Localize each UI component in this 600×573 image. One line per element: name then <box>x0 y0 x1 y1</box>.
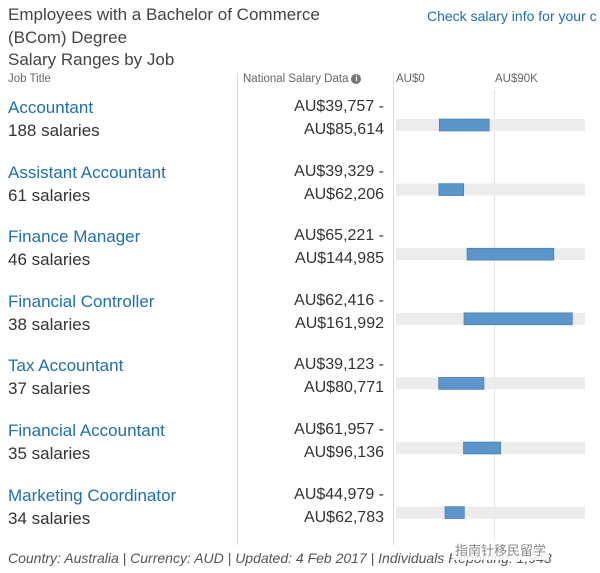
job-title-link[interactable]: Marketing Coordinator <box>8 485 177 505</box>
salary-range-bar[interactable] <box>438 118 490 132</box>
title-line-1: Employees with a Bachelor of Commerce <box>8 5 320 24</box>
salary-count: 37 salaries <box>8 379 91 399</box>
salary-high-label: AU$96,136 <box>303 444 384 461</box>
salary-high-label: AU$144,985 <box>295 250 384 268</box>
job-row: Marketing Coordinator 34 salaries AU$44,97… <box>0 486 600 546</box>
info-icon[interactable]: i <box>351 73 362 84</box>
salary-high-label: AU$85,614 <box>303 121 384 138</box>
bar-track <box>396 377 585 390</box>
title-line-2: (BCom) Degree <box>8 27 128 47</box>
salary-range-bar[interactable] <box>463 312 573 326</box>
salary-low-label: AU$39,757 - <box>294 98 384 115</box>
column-divider <box>393 73 394 545</box>
salary-low-label: AU$65,221 - <box>294 227 384 245</box>
salary-high-label: AU$161,992 <box>295 314 384 332</box>
salary-low-label: AU$39,329 - <box>294 162 384 180</box>
salary-count: 46 salaries <box>8 250 91 270</box>
job-row: Financial Accountant 35 salaries AU$61,957… <box>0 421 600 481</box>
salary-range-bar[interactable] <box>444 506 465 519</box>
job-title-link[interactable]: Financial Controller <box>8 291 155 311</box>
salary-range-bar[interactable] <box>438 183 465 196</box>
column-divider <box>237 73 238 545</box>
salary-range-bar[interactable] <box>463 441 501 455</box>
job-title-link[interactable]: Finance Manager <box>8 227 141 247</box>
x-tick-label: AU$90K <box>495 73 538 85</box>
salary-count: 35 salaries <box>8 444 91 463</box>
salary-high-label: AU$62,206 <box>303 185 384 203</box>
salary-data-header-label: National Salary Data <box>243 73 349 85</box>
job-row: Accountant 188 salaries AU$39,757 - AU$85,6… <box>0 98 600 158</box>
footer-note: Country: Australia | Currency: AUD | Upd… <box>8 550 552 566</box>
salary-low-label: AU$61,957 - <box>294 421 384 438</box>
salary-count: 188 salaries <box>8 121 100 140</box>
job-row: Tax Accountant 37 salaries AU$39,123 - AU$8… <box>0 356 600 416</box>
bar-track <box>396 506 585 519</box>
salary-low-label: AU$39,123 - <box>294 356 384 374</box>
chart-title: Employees with a Bachelor of Commerce (B… <box>8 4 388 72</box>
job-title-link[interactable]: Financial Accountant <box>8 421 165 440</box>
salary-data-column-header: National Salary Data i <box>243 73 362 85</box>
bar-track <box>396 183 585 196</box>
salary-count: 38 salaries <box>8 314 91 334</box>
watermark: 指南针移民留学 <box>452 539 550 560</box>
job-title-column-header: Job Title <box>8 73 51 85</box>
job-title-link[interactable]: Assistant Accountant <box>8 162 166 182</box>
bar-track <box>396 119 585 131</box>
title-line-3: Salary Ranges by Job <box>8 50 175 69</box>
salary-high-label: AU$62,783 <box>303 508 384 526</box>
job-row: Financial Controller 38 salaries AU$62,416… <box>0 292 600 352</box>
salary-range-bar[interactable] <box>466 247 555 261</box>
salary-count: 34 salaries <box>8 508 91 528</box>
salary-count: 61 salaries <box>8 185 91 205</box>
salary-high-label: AU$80,771 <box>303 379 384 397</box>
salary-low-label: AU$62,416 - <box>294 291 384 309</box>
salary-range-bar[interactable] <box>438 377 485 390</box>
job-title-link[interactable]: Tax Accountant <box>8 356 124 376</box>
x-tick-label: AU$0 <box>396 73 425 85</box>
salary-low-label: AU$44,979 - <box>294 485 384 503</box>
job-row: Assistant Accountant 61 salaries AU$39,329… <box>0 163 600 223</box>
job-row: Finance Manager 46 salaries AU$65,221 - AU$… <box>0 227 600 287</box>
check-salary-link[interactable]: Check salary info for your c <box>427 8 597 24</box>
job-title-link[interactable]: Accountant <box>8 98 94 117</box>
